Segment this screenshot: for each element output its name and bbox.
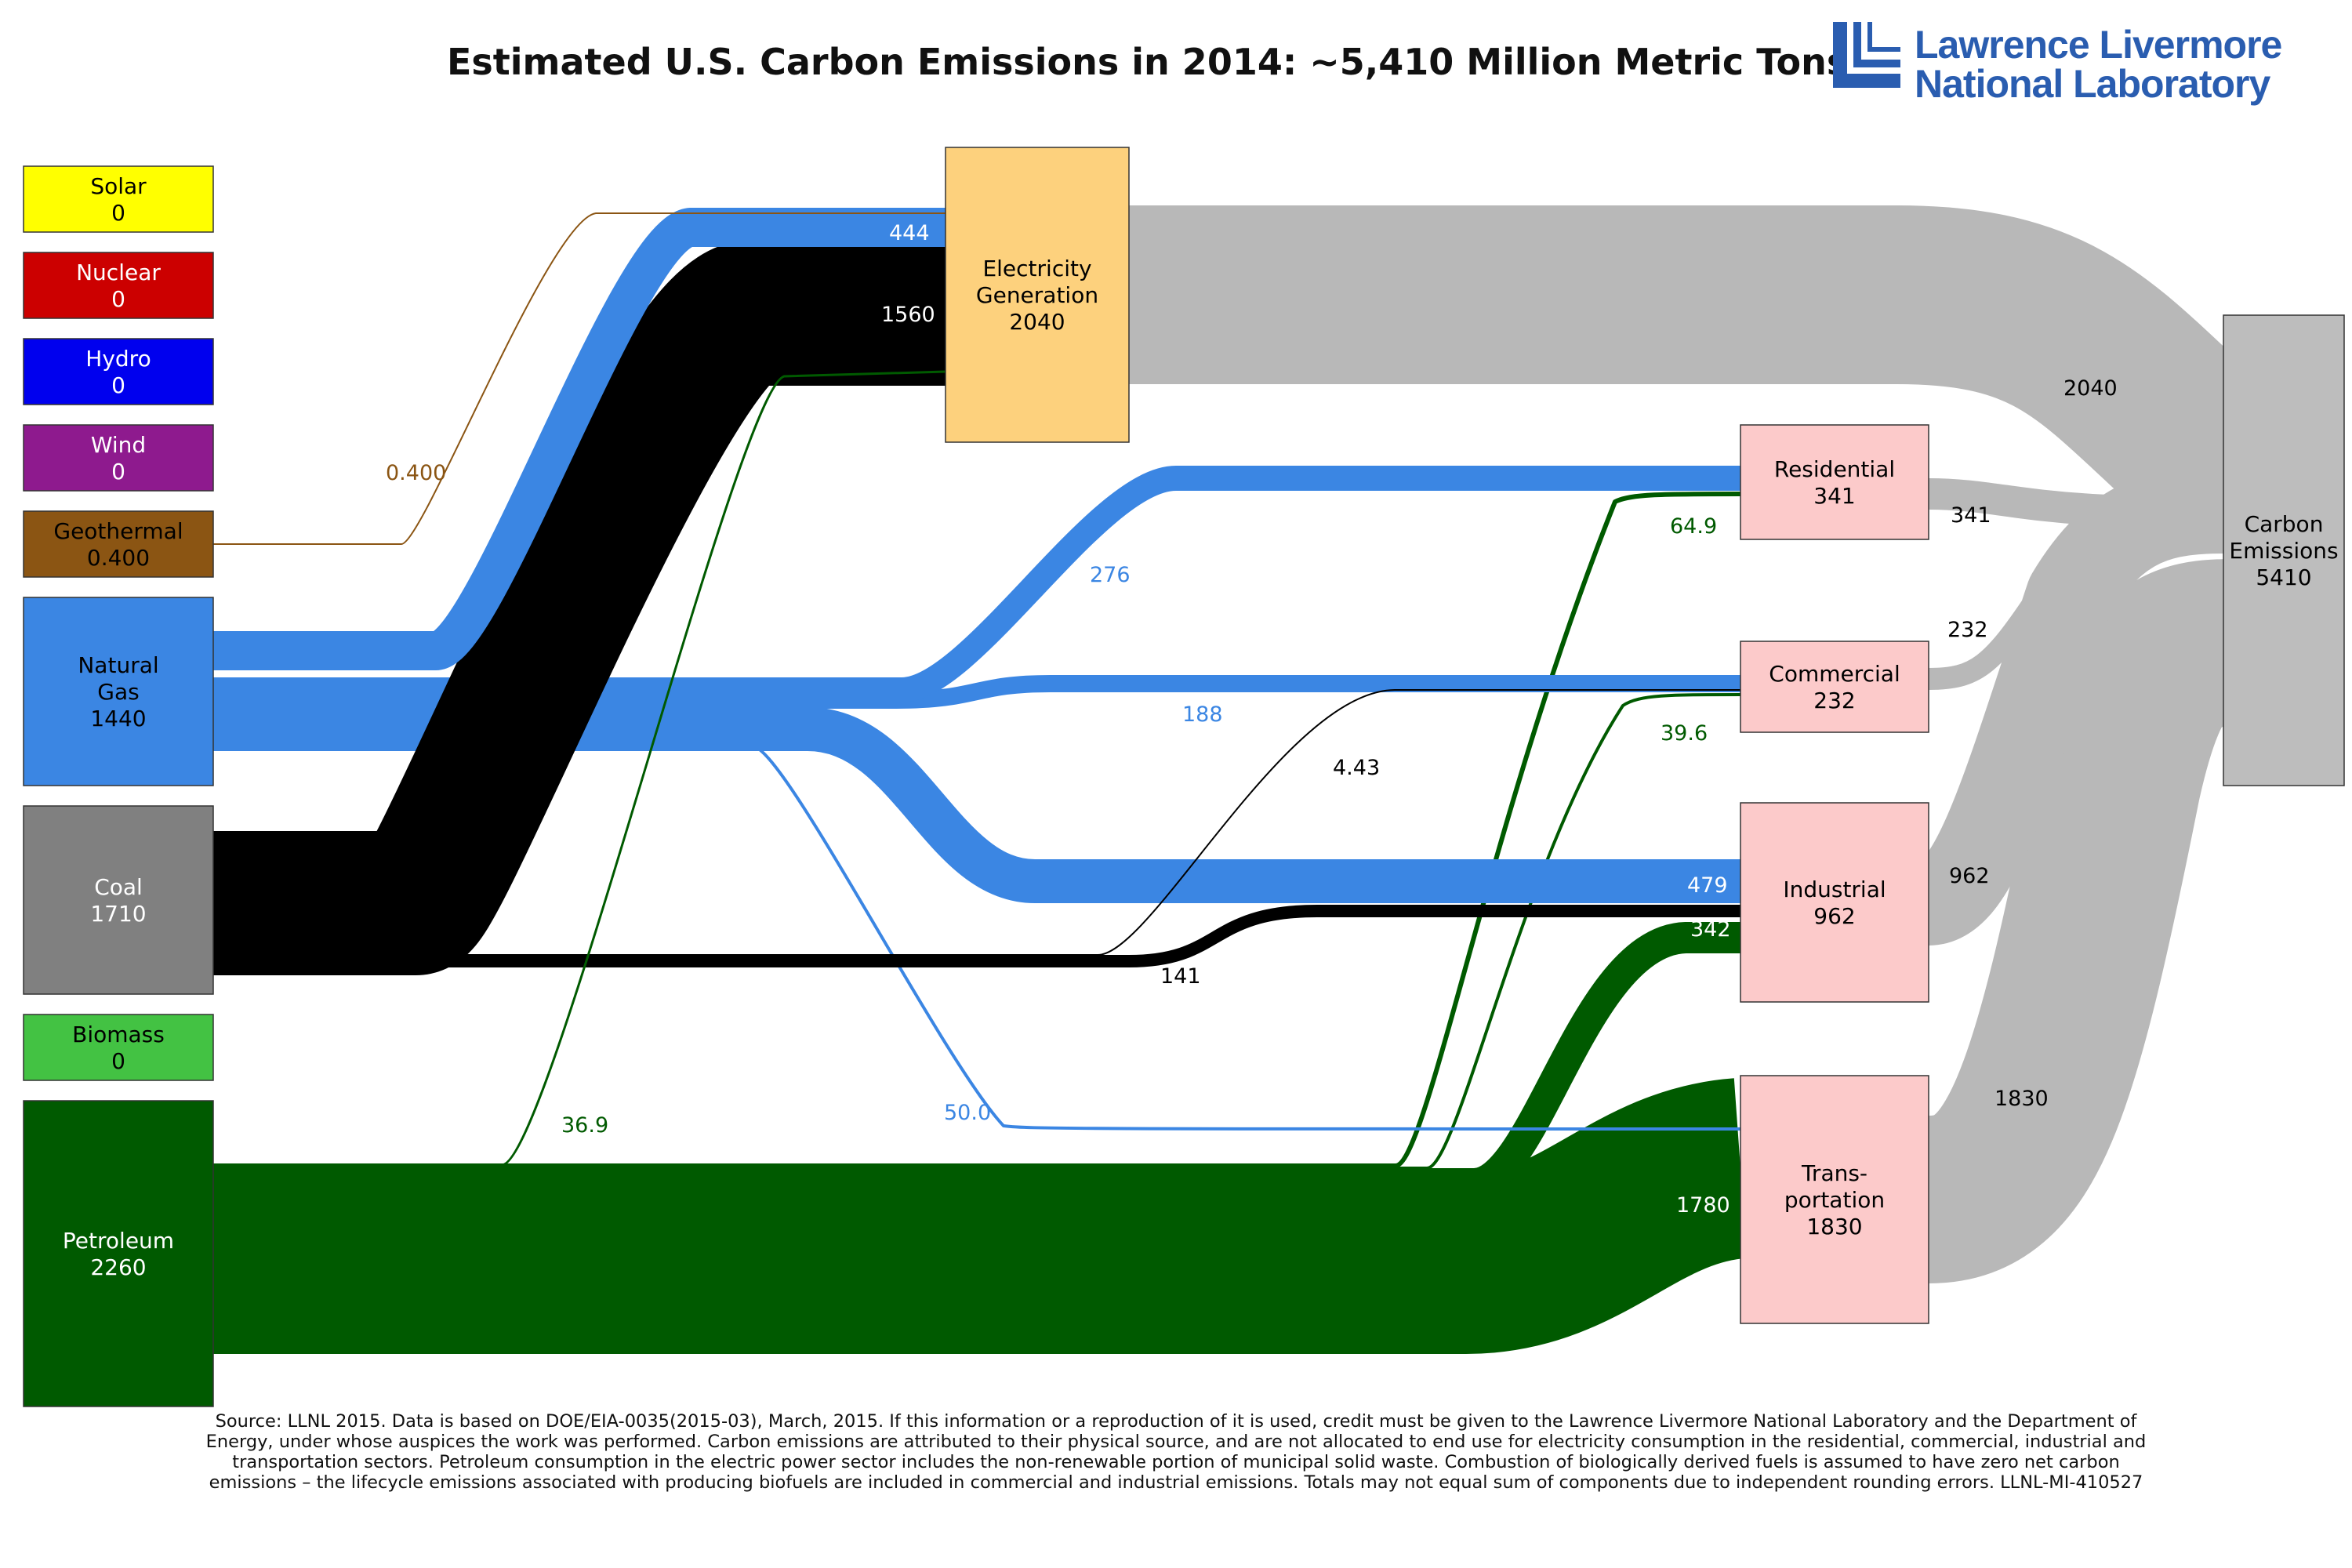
flow-label-coal-electricity: 1560 — [881, 303, 935, 327]
source-natural-gas-value: 1440 — [90, 706, 146, 731]
flow-label-coal-commercial: 4.43 — [1333, 756, 1380, 780]
source-footnote: Source: LLNL 2015. Data is based on DOE/… — [205, 1411, 2147, 1493]
sector-electricity-name: Electricity — [982, 256, 1091, 281]
flow-label-gas-transportation: 50.0 — [944, 1101, 991, 1125]
flow-label-gas-commercial: 188 — [1182, 702, 1223, 727]
sector-commercial-name: Commercial — [1769, 661, 1900, 687]
source-solar-value: 0 — [111, 200, 125, 226]
sector-carbon-name: Carbon — [2245, 511, 2324, 537]
flow-label-commercial-carbon: 232 — [1947, 618, 1988, 642]
sector-industrial-box — [1740, 802, 1929, 1003]
source-nuclear-box — [23, 252, 214, 319]
source-natural-gas-name: Gas — [97, 679, 139, 705]
llnl-logo: Lawrence Livermore National Laboratory — [1831, 20, 2302, 107]
sector-electricity-box — [945, 147, 1130, 443]
flow-label-transportation-carbon: 1830 — [1994, 1087, 2049, 1111]
flow-petroleum-commercial — [213, 693, 1741, 1170]
source-geothermal-name: Geothermal — [53, 518, 183, 544]
sector-transportation-value: 1830 — [1806, 1214, 1862, 1240]
source-geothermal-value: 0.400 — [87, 545, 150, 571]
flow-label-residential-carbon: 341 — [1951, 503, 1991, 528]
source-hydro-value: 0 — [111, 372, 125, 398]
flow-label-petroleum-commercial: 39.6 — [1661, 721, 1708, 746]
source-wind-box — [23, 424, 214, 492]
sector-carbon-name: Emissions — [2229, 538, 2338, 564]
source-biomass-box — [23, 1014, 214, 1081]
flow-gas-industrial — [213, 707, 1740, 903]
sector-residential-name: Residential — [1774, 456, 1895, 482]
flow-petroleum-transportation — [213, 1078, 1750, 1354]
sector-transportation-name: portation — [1784, 1187, 1885, 1213]
flow-gas-electricity — [213, 208, 946, 670]
flow-transportation-carbon — [1925, 559, 2243, 1283]
source-coal-box — [23, 805, 214, 995]
flow-coal-industrial — [213, 905, 1740, 967]
source-nuclear-value: 0 — [111, 286, 125, 312]
flow-label-petroleum-industrial: 342 — [1690, 917, 1731, 942]
source-natural-gas-name: Natural — [78, 652, 158, 678]
source-solar-name: Solar — [90, 173, 147, 199]
sector-electricity-value: 2040 — [1009, 309, 1065, 335]
sector-commercial-value: 232 — [1813, 688, 1855, 713]
flow-gas-residential — [213, 466, 1740, 702]
source-coal-value: 1710 — [90, 901, 146, 927]
source-wind-name: Wind — [91, 432, 146, 458]
sector-residential-box — [1740, 424, 1929, 540]
sector-carbon-box — [2223, 314, 2345, 786]
source-petroleum-name: Petroleum — [63, 1228, 174, 1254]
source-coal-name: Coal — [94, 874, 143, 900]
source-natural-gas-box — [23, 597, 214, 786]
flow-coal-electricity — [213, 241, 946, 975]
flow-label-petroleum-electricity: 36.9 — [561, 1113, 608, 1138]
source-biomass-value: 0 — [111, 1048, 125, 1074]
source-hydro-name: Hydro — [85, 346, 151, 372]
flow-petroleum-electricity — [213, 370, 946, 1167]
source-wind-value: 0 — [111, 459, 125, 485]
logo-text-line2: National Laboratory — [1915, 62, 2270, 106]
flow-label-petroleum-residential: 64.9 — [1670, 514, 1717, 539]
flow-petroleum-industrial — [213, 922, 1740, 1200]
page-title: Estimated U.S. Carbon Emissions in 2014:… — [447, 41, 1849, 83]
flow-residential-carbon — [1928, 478, 2227, 528]
flow-gas-transportation — [213, 745, 1741, 1131]
source-petroleum-box — [23, 1100, 214, 1407]
sankey-diagram: Solar0Nuclear0Hydro0Wind0Geothermal0.400… — [23, 147, 2345, 1407]
source-petroleum-value: 2260 — [90, 1254, 146, 1280]
sector-industrial-value: 962 — [1813, 903, 1855, 929]
llnl-logo-icon — [1833, 22, 1900, 88]
flow-label-geothermal-electricity: 0.400 — [386, 461, 446, 485]
logo-text-line1: Lawrence Livermore — [1915, 23, 2282, 67]
flow-petroleum-residential — [213, 492, 1741, 1168]
flow-coal-commercial — [213, 689, 1740, 956]
flow-label-industrial-carbon: 962 — [1949, 864, 1990, 888]
sector-transportation-name: Trans- — [1801, 1160, 1867, 1186]
sector-transportation-box — [1740, 1075, 1929, 1324]
sector-electricity-name: Generation — [976, 282, 1098, 308]
flow-label-coal-industrial: 141 — [1160, 964, 1201, 989]
flow-electricity-carbon — [1129, 205, 2286, 538]
flow-label-gas-industrial: 479 — [1687, 873, 1728, 898]
flow-label-gas-residential: 276 — [1090, 563, 1131, 587]
sector-carbon-value: 5410 — [2256, 564, 2311, 590]
flow-label-electricity-carbon: 2040 — [2063, 376, 2118, 401]
source-hydro-box — [23, 338, 214, 405]
flow-geothermal-electricity — [213, 212, 946, 545]
sector-commercial-box — [1740, 641, 1929, 733]
source-biomass-name: Biomass — [72, 1022, 165, 1047]
sector-residential-value: 341 — [1813, 483, 1855, 509]
sector-industrial-name: Industrial — [1783, 877, 1886, 902]
source-geothermal-box — [23, 510, 214, 578]
source-solar-box — [23, 165, 214, 233]
flow-label-gas-electricity: 444 — [889, 221, 930, 245]
flow-label-petroleum-transportation: 1780 — [1676, 1193, 1730, 1218]
source-nuclear-name: Nuclear — [76, 260, 161, 285]
